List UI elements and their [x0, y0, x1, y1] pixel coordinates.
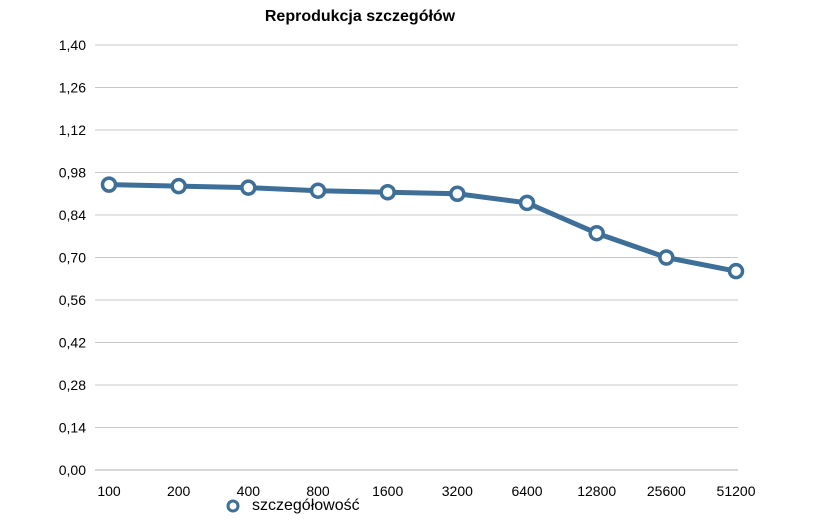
legend: szczegółowość	[222, 495, 360, 517]
y-tick-label: 1,40	[59, 37, 86, 53]
y-tick-label: 0,84	[59, 207, 86, 223]
data-point	[449, 185, 466, 202]
data-point	[309, 182, 327, 199]
y-tick-label: 1,12	[59, 122, 86, 138]
data-point	[170, 177, 187, 195]
x-tick-label: 1600	[372, 483, 403, 499]
x-tick-label: 3200	[442, 483, 473, 499]
data-point	[240, 179, 257, 196]
y-tick-label: 1,26	[59, 80, 86, 96]
legend-marker-icon	[226, 499, 240, 513]
x-tick-label: 200	[167, 483, 191, 499]
y-tick-label: 0,70	[59, 250, 86, 266]
y-tick-label: 0,14	[59, 420, 86, 436]
chart-title: Reprodukcja szczegółów	[264, 8, 456, 25]
y-tick-label: 0,00	[59, 462, 86, 478]
x-tick-label: 400	[237, 483, 261, 499]
y-tick-label: 0,28	[59, 377, 86, 393]
data-point	[379, 183, 396, 201]
y-tick-label: 0,42	[59, 335, 86, 351]
x-tick-label: 100	[97, 483, 121, 499]
data-point	[518, 194, 536, 212]
data-point	[588, 224, 605, 242]
series-line	[106, 182, 739, 274]
y-tick-label: 0,56	[59, 292, 86, 308]
legend-label: szczegółowość	[252, 497, 360, 514]
x-tick-label: 6400	[511, 483, 542, 499]
data-point	[727, 262, 745, 280]
y-tick-label: 0,98	[59, 165, 86, 181]
x-tick-label: 51200	[717, 483, 756, 499]
x-tick-label: 12800	[577, 483, 616, 499]
data-point	[100, 176, 118, 193]
x-tick-label: 800	[306, 483, 330, 499]
x-tick-label: 25600	[647, 483, 686, 499]
data-point	[658, 249, 675, 266]
